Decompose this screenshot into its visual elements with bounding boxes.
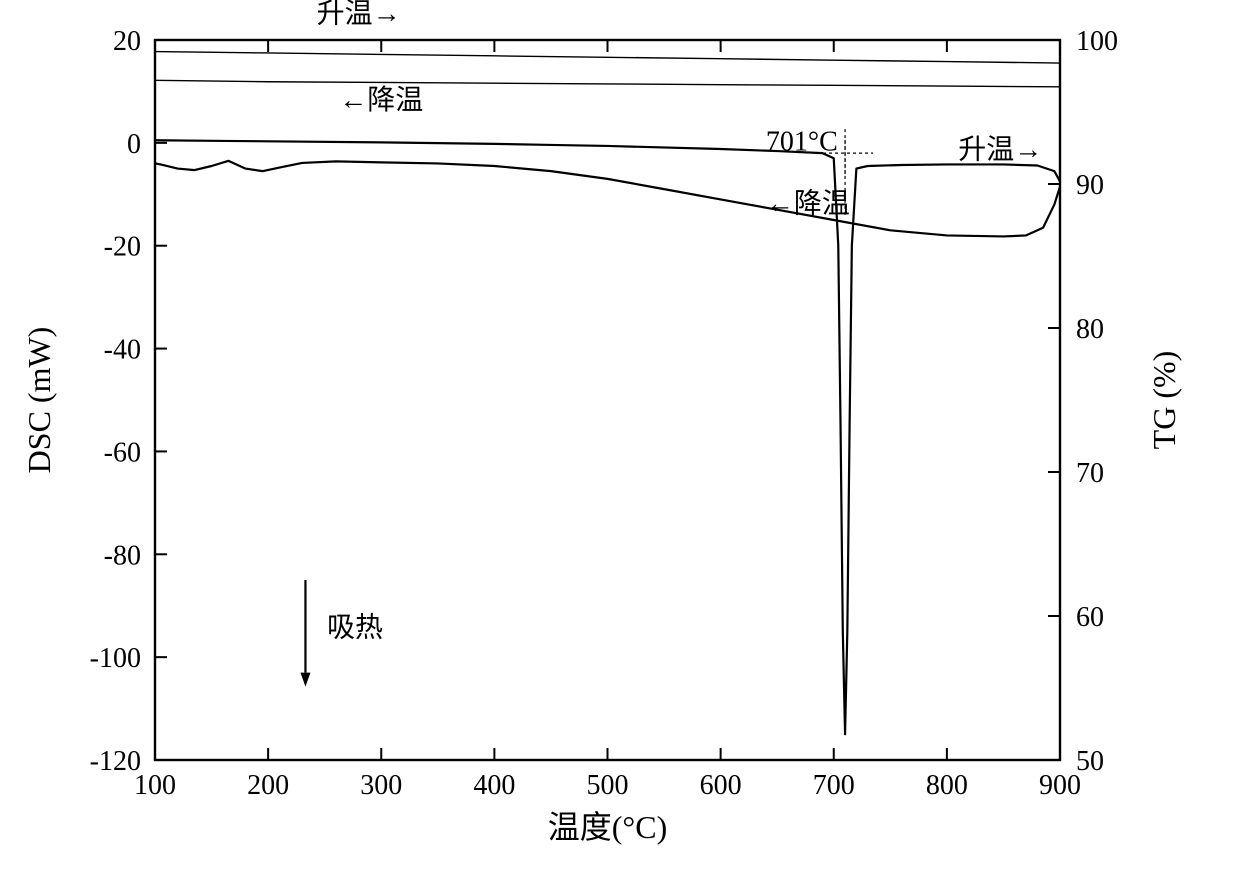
x-tick-label: 600: [700, 770, 742, 801]
annotation-peak_temp: 701°C: [766, 127, 838, 158]
x-tick-label: 500: [587, 770, 629, 801]
yr-tick-label: 100: [1076, 26, 1118, 57]
y-left-label: DSC (mW): [21, 327, 57, 474]
x-tick-label: 700: [813, 770, 855, 801]
yl-tick-label: -80: [104, 540, 141, 571]
yl-tick-label: -40: [104, 335, 141, 366]
annotation-dsc_heat_label: 升温→: [958, 134, 1042, 165]
x-axis-label: 温度(°C): [548, 809, 667, 845]
annotation-tg_cool_label: ←降温: [339, 84, 423, 116]
yr-tick-label: 50: [1076, 746, 1104, 777]
yr-tick-label: 60: [1076, 602, 1104, 633]
x-tick-label: 800: [926, 770, 968, 801]
y-right-label: TG (%): [1146, 351, 1182, 450]
yl-tick-label: -20: [104, 232, 141, 263]
dsc-tg-chart: 100200300400500600700800900温度(°C)-120-10…: [0, 0, 1240, 869]
x-tick-label: 300: [360, 770, 402, 801]
chart-svg: 100200300400500600700800900温度(°C)-120-10…: [0, 0, 1240, 869]
yl-tick-label: 0: [127, 129, 141, 160]
x-tick-label: 900: [1039, 770, 1081, 801]
annotation-dsc_cool_label: ←降温: [766, 187, 850, 219]
yr-tick-label: 70: [1076, 458, 1104, 489]
chart-bg: [0, 0, 1240, 869]
yr-tick-label: 80: [1076, 314, 1104, 345]
yl-tick-label: -100: [90, 643, 141, 674]
x-tick-label: 400: [473, 770, 515, 801]
annotation-endo_label: 吸热: [327, 612, 383, 644]
x-tick-label: 200: [247, 770, 289, 801]
annotation-tg_heat_label: 升温→: [317, 0, 401, 30]
yl-tick-label: 20: [113, 26, 141, 57]
yl-tick-label: -60: [104, 437, 141, 468]
yr-tick-label: 90: [1076, 170, 1104, 201]
yl-tick-label: -120: [90, 746, 141, 777]
